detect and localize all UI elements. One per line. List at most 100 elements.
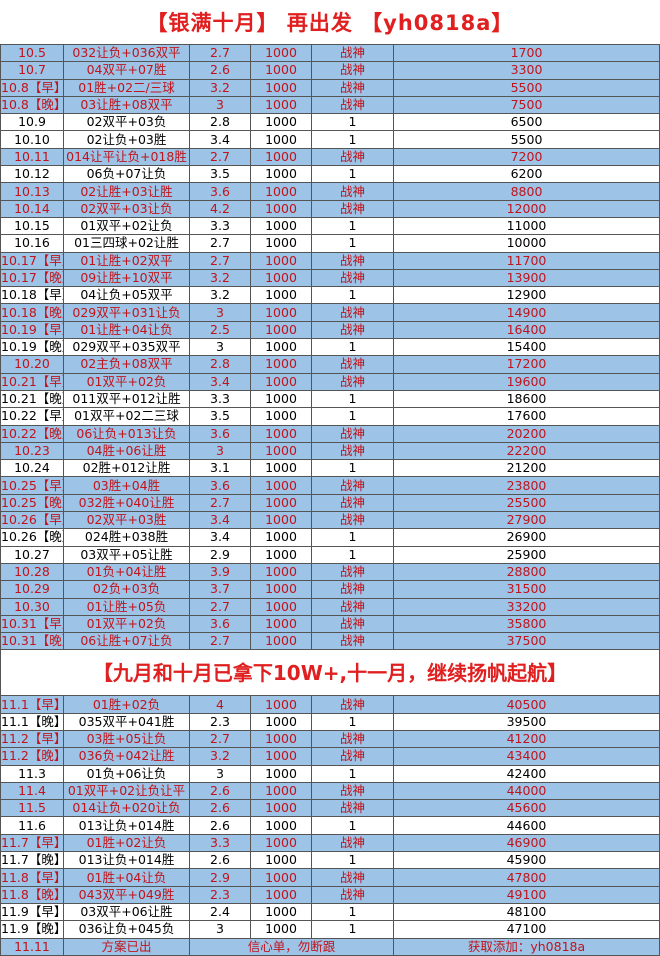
match-cell: 02双平+03负	[63, 113, 190, 132]
total-cell: 11000	[393, 216, 660, 236]
date-cell: 11.2【早】	[0, 729, 64, 749]
stake-cell: 1000	[250, 614, 312, 634]
total-cell: 7500	[393, 95, 660, 115]
match-cell: 01三四球+02让胜	[63, 234, 190, 253]
stake-cell: 1000	[250, 545, 312, 564]
result-cell: 战神	[311, 78, 394, 97]
table-row: 10.8【早】 01胜+02二/三球 3.2 1000 战神 5500	[0, 78, 660, 97]
total-cell: 3300	[393, 61, 660, 80]
section-subtitle: 【九月和十月已拿下10W+,十一月，继续扬帆起航】	[0, 650, 660, 696]
total-cell: 48100	[393, 902, 660, 922]
match-cell: 02负+03负	[63, 580, 190, 599]
stake-cell: 1000	[250, 833, 312, 853]
table-row: 11.1【早】 01胜+02负 4 1000 战神 40500	[0, 695, 660, 714]
total-cell: 21200	[393, 459, 660, 478]
match-cell: 01胜+02二/三球	[63, 78, 190, 97]
total-cell: 45900	[393, 851, 660, 870]
result-cell: 1	[311, 459, 394, 478]
total-cell: 39500	[393, 712, 660, 731]
total-cell: 33200	[393, 597, 660, 616]
total-cell: 40500	[393, 695, 660, 714]
odds-cell: 3.4	[189, 372, 251, 391]
odds-cell: 3.1	[189, 459, 251, 478]
date-cell: 10.31【早】	[0, 614, 64, 634]
date-cell: 10.18【晚】	[0, 303, 64, 322]
match-cell: 014让负+020让负	[63, 799, 190, 818]
table-row: 10.10 02让负+03胜 3.4 1000 1 5500	[0, 130, 660, 149]
match-cell: 04胜+06让胜	[63, 441, 190, 461]
date-cell: 11.5	[0, 799, 64, 818]
date-cell: 10.18【早】	[0, 286, 64, 305]
date-cell: 10.17【晚】	[0, 268, 64, 288]
match-cell: 03胜+04胜	[63, 476, 190, 495]
date-cell: 10.27	[0, 545, 64, 564]
match-cell: 01让胜+02双平	[63, 251, 190, 270]
stake-cell: 1000	[250, 851, 312, 870]
match-cell: 01让胜+04让负	[63, 320, 190, 340]
match-cell: 03双平+06让胜	[63, 902, 190, 922]
stake-cell: 1000	[250, 424, 312, 443]
result-cell: 战神	[311, 695, 394, 714]
table-row: 11.9【早】 03双平+06让胜 2.4 1000 1 48100	[0, 902, 660, 922]
footer-contact: 获取添加：yh0818a	[393, 937, 660, 956]
date-cell: 11.9【早】	[0, 902, 64, 922]
odds-cell: 2.6	[189, 781, 251, 801]
odds-cell: 3.4	[189, 528, 251, 547]
stake-cell: 1000	[250, 61, 312, 80]
table-row: 10.30 01让胜+05负 2.7 1000 战神 33200	[0, 597, 660, 616]
total-cell: 44000	[393, 781, 660, 801]
total-cell: 17600	[393, 407, 660, 426]
stake-cell: 1000	[250, 286, 312, 305]
date-cell: 10.13	[0, 182, 64, 201]
footer-row: 11.11 方案已出 信心单，勿断跟 获取添加：yh0818a	[0, 937, 660, 956]
stake-cell: 1000	[250, 493, 312, 513]
match-cell: 032让负+036双平	[63, 43, 190, 63]
stake-cell: 1000	[250, 632, 312, 651]
date-cell: 10.12	[0, 165, 64, 184]
stake-cell: 1000	[250, 562, 312, 582]
footer-date: 11.11	[0, 937, 64, 956]
odds-cell: 3.2	[189, 286, 251, 305]
result-cell: 战神	[311, 493, 394, 513]
result-cell: 1	[311, 286, 394, 305]
result-cell: 1	[311, 545, 394, 564]
match-cell: 01胜+02让负	[63, 833, 190, 853]
stake-cell: 1000	[250, 199, 312, 218]
result-cell: 战神	[311, 43, 394, 63]
stake-cell: 1000	[250, 920, 312, 939]
result-cell: 战神	[311, 372, 394, 391]
table-row: 10.11 014让平让负+018胜 2.7 1000 战神 7200	[0, 147, 660, 167]
date-cell: 10.25【晚】	[0, 493, 64, 513]
odds-cell: 2.6	[189, 851, 251, 870]
match-cell: 036负+042让胜	[63, 747, 190, 766]
date-cell: 10.22【晚】	[0, 424, 64, 443]
stake-cell: 1000	[250, 372, 312, 391]
date-cell: 10.14	[0, 199, 64, 218]
stake-cell: 1000	[250, 459, 312, 478]
match-cell: 02主负+08双平	[63, 355, 190, 374]
date-cell: 10.30	[0, 597, 64, 616]
odds-cell: 3	[189, 441, 251, 461]
date-cell: 10.19【晚】	[0, 338, 64, 357]
match-cell: 01胜+04让负	[63, 868, 190, 887]
result-cell: 战神	[311, 268, 394, 288]
odds-cell: 2.6	[189, 816, 251, 835]
stake-cell: 1000	[250, 511, 312, 530]
total-cell: 18600	[393, 389, 660, 409]
date-cell: 11.4	[0, 781, 64, 801]
total-cell: 20200	[393, 424, 660, 443]
result-cell: 战神	[311, 597, 394, 616]
date-cell: 11.8【早】	[0, 868, 64, 887]
table-row: 10.20 02主负+08双平 2.8 1000 战神 17200	[0, 355, 660, 374]
result-cell: 1	[311, 920, 394, 939]
date-cell: 10.21【晚】	[0, 389, 64, 409]
odds-cell: 3.7	[189, 580, 251, 599]
date-cell: 10.8【早】	[0, 78, 64, 97]
stake-cell: 1000	[250, 764, 312, 783]
date-cell: 11.6	[0, 816, 64, 835]
